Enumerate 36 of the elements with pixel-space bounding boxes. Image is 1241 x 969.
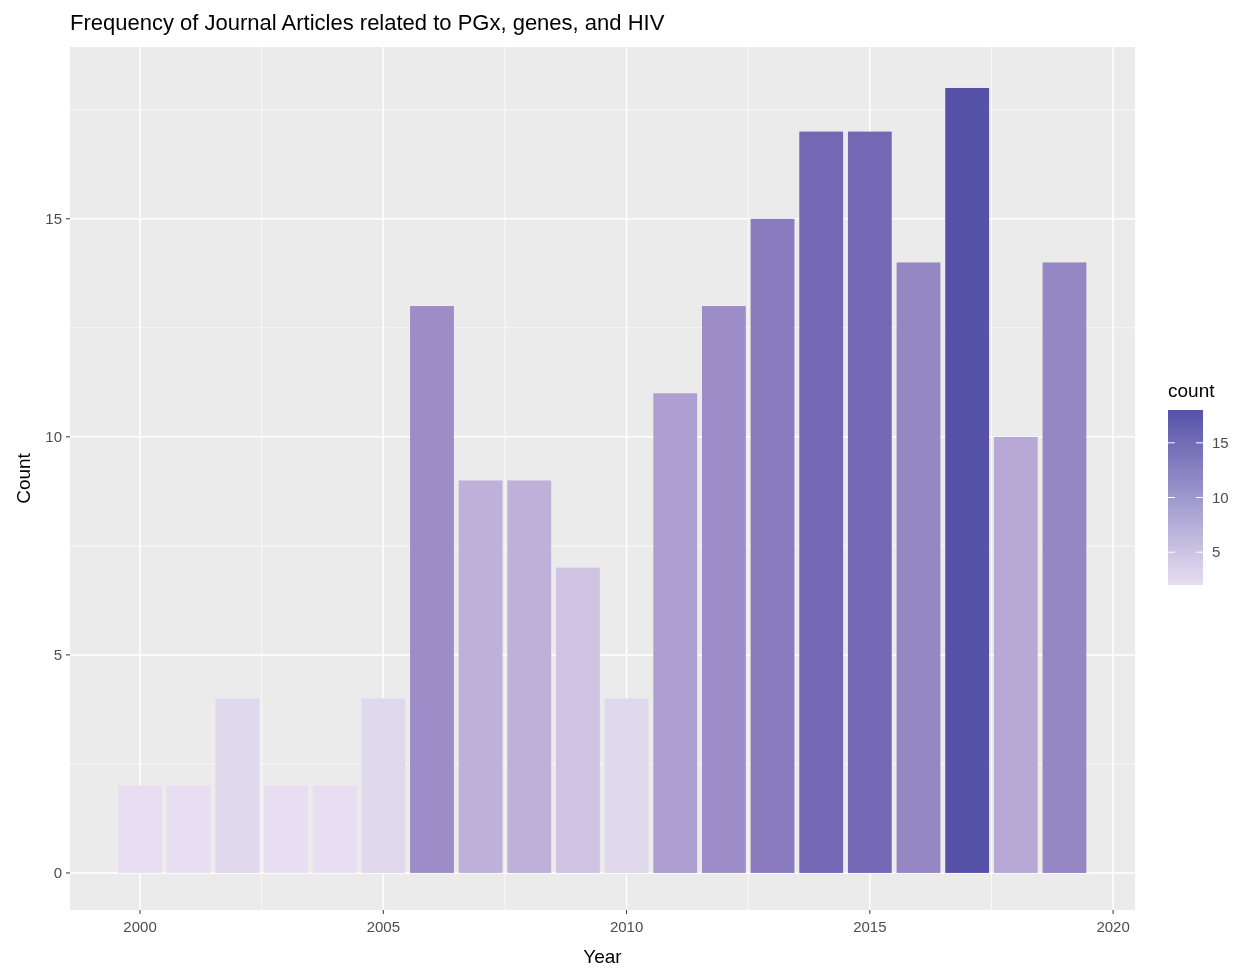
x-tick-label: 2005 [366,918,401,935]
chart-title: Frequency of Journal Articles related to PGx, genes, and HIV [70,10,665,35]
bar [361,698,406,873]
bar [410,306,454,873]
bar [847,131,892,873]
y-tick-label: 5 [53,646,62,664]
color-bar-label: 5 [1212,543,1221,561]
bar [507,480,552,873]
bar [701,306,746,873]
x-tick-label: 2020 [1096,918,1130,935]
bar [604,698,649,873]
x-tick-label: 2000 [123,918,157,935]
color-bar-title: count [1168,380,1216,401]
x-axis-title: Year [583,946,623,967]
y-tick-label: 0 [53,864,62,882]
bar [556,567,600,873]
bar [993,436,1038,873]
bar [264,785,308,873]
color-bar-label: 15 [1212,434,1229,452]
x-tick-label: 2010 [609,918,644,935]
bar [896,262,941,873]
bar [945,87,990,873]
y-tick-label: 15 [45,210,62,228]
y-tick-label: 10 [45,428,62,446]
color-bar-label: 10 [1212,488,1229,506]
bar [166,785,211,873]
bar [458,480,503,873]
bar [1042,262,1087,873]
y-axis-title: Count [13,452,34,504]
bar [653,393,698,873]
bar [215,698,260,873]
bar [799,131,844,873]
x-tick-label: 2015 [853,918,887,935]
bar [750,218,795,873]
bar [312,785,357,873]
bar [118,785,162,873]
